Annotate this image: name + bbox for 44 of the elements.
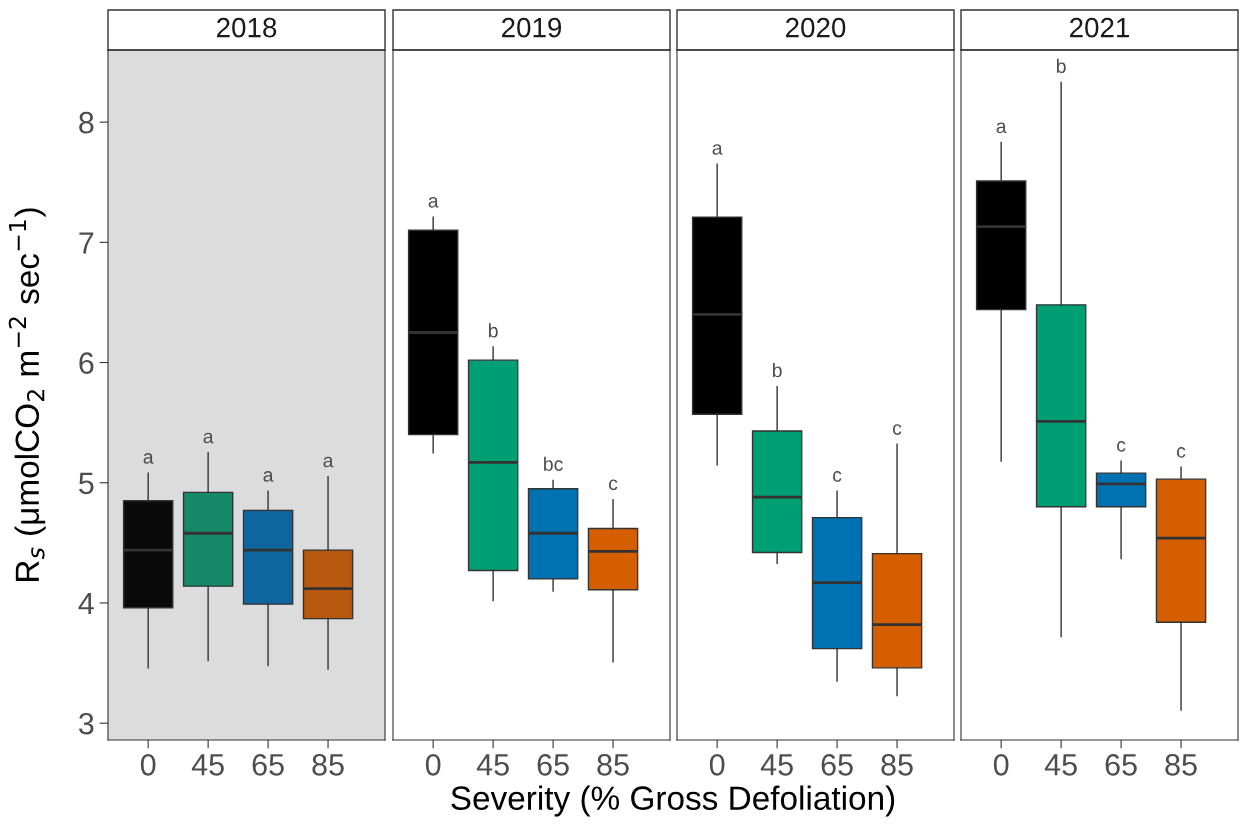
annotation: a xyxy=(263,471,274,482)
x-tick-label: 85 xyxy=(312,754,344,776)
y-tick-label: 3 xyxy=(78,712,94,735)
chart-title: 2020 xyxy=(786,17,846,38)
annotation: a xyxy=(143,453,154,464)
y-tick-label: 8 xyxy=(79,111,94,134)
x-tick-label: 0 xyxy=(993,754,1009,776)
y-tick-label: 4 xyxy=(78,593,94,615)
annotation: c xyxy=(609,479,618,491)
x-tick-label: 45 xyxy=(760,754,793,776)
x-tick-label: 65 xyxy=(252,754,284,776)
x-tick-label: 45 xyxy=(1044,754,1077,776)
annotation: bc xyxy=(544,456,563,471)
annotation: c xyxy=(1177,447,1186,458)
x-tick-label: 0 xyxy=(709,754,725,776)
x-tick-label: 85 xyxy=(597,754,629,776)
x-tick-label: 85 xyxy=(881,754,913,776)
annotation: c xyxy=(893,424,902,435)
text: R$_{s}$ (μmolCO$_{2}$ m$^{−2}$ sec$^{−1}$) xyxy=(8,208,46,581)
x-axis-title: Severity (% Gross Defoliation) xyxy=(451,785,895,817)
x-tick-label: 65 xyxy=(1105,754,1137,776)
chart-title: 2019 xyxy=(502,17,562,38)
annotation: a xyxy=(712,144,723,155)
y-tick-label: 6 xyxy=(79,352,94,374)
x-tick-label: 0 xyxy=(140,754,156,776)
annotation: b xyxy=(1056,58,1066,74)
annotation: a xyxy=(428,197,439,208)
annotation: a xyxy=(323,456,334,468)
annotation: c xyxy=(1117,441,1126,452)
annotation: b xyxy=(488,323,498,338)
chart-title: 2021 xyxy=(1070,17,1130,38)
y-tick-label: 7 xyxy=(79,232,94,254)
x-tick-label: 65 xyxy=(821,754,853,776)
x-tick-label: 85 xyxy=(1165,754,1197,776)
x-tick-label: 45 xyxy=(191,754,224,776)
x-tick-label: 0 xyxy=(425,754,441,776)
x-tick-label: 65 xyxy=(537,754,569,776)
annotation: c xyxy=(833,471,842,482)
y-tick-label: 5 xyxy=(79,472,94,495)
chart-title: 2018 xyxy=(217,17,277,38)
annotation: a xyxy=(203,432,214,444)
x-tick-label: 45 xyxy=(476,754,509,776)
annotation: a xyxy=(996,122,1007,134)
annotation: b xyxy=(772,362,782,378)
